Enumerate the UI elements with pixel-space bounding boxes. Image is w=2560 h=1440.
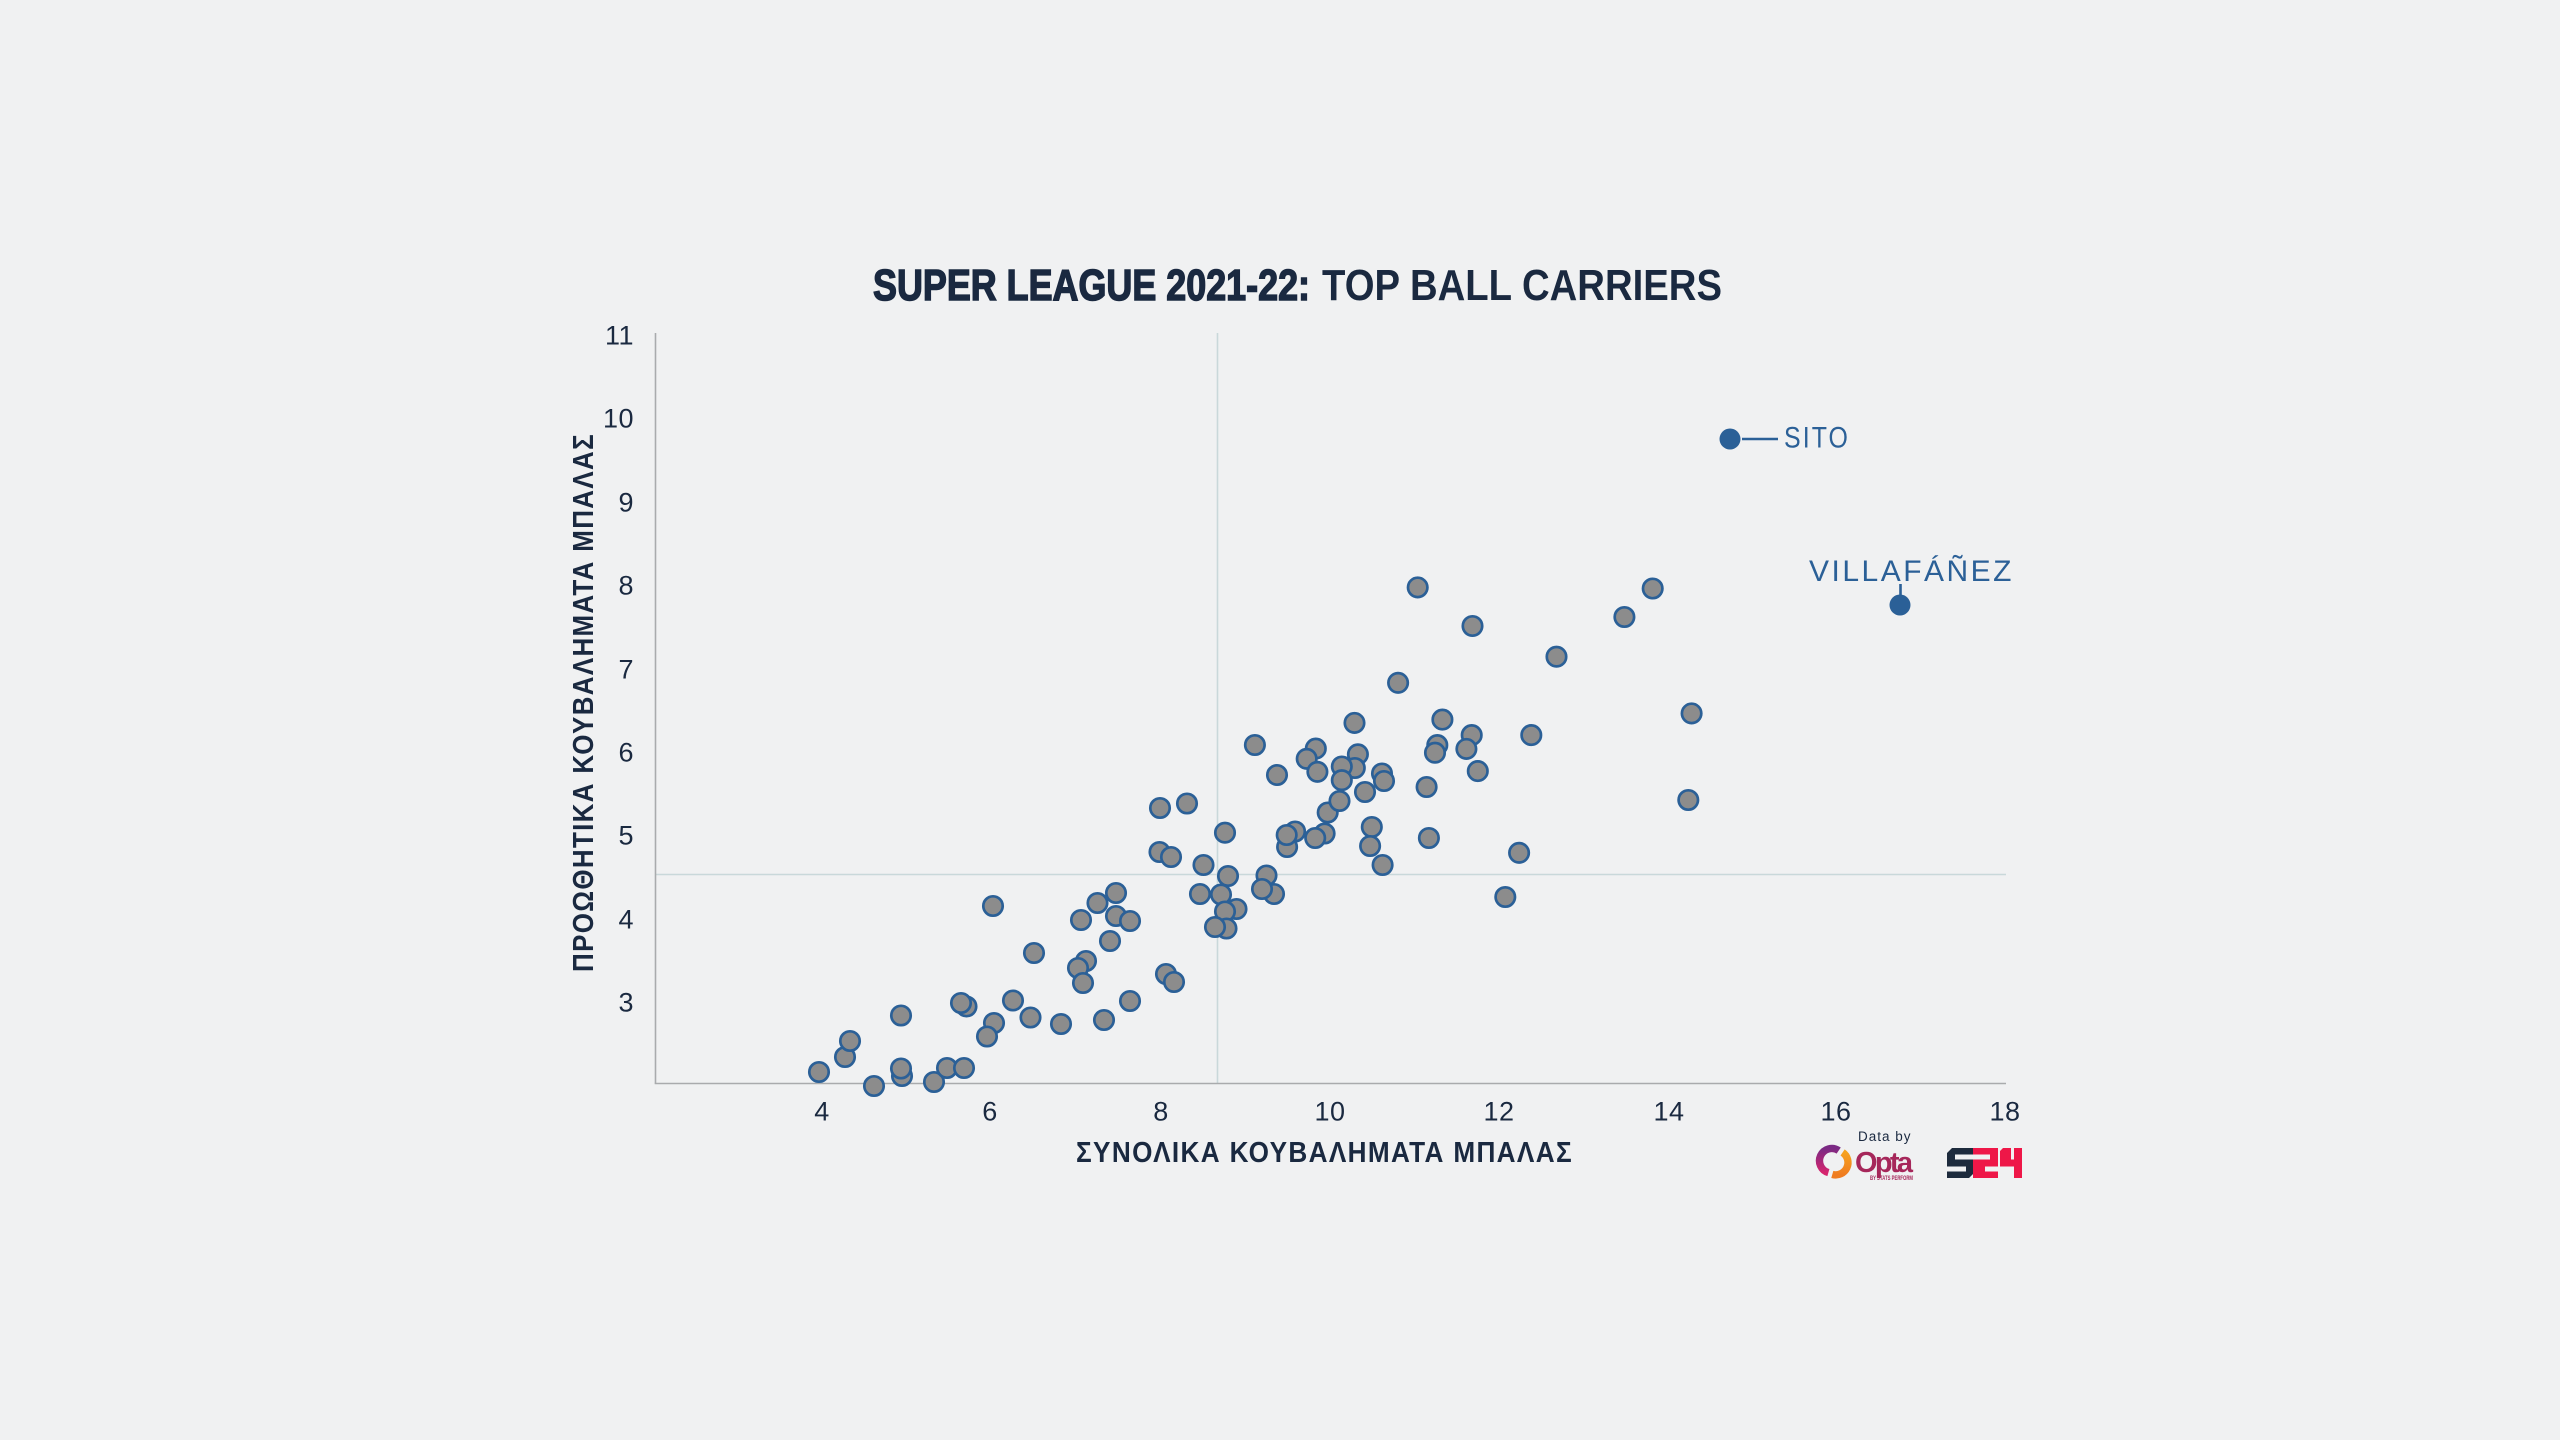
svg-text:5: 5 — [618, 821, 634, 851]
svg-text:10: 10 — [603, 404, 634, 434]
svg-text:VILLAFÁÑEZ: VILLAFÁÑEZ — [1809, 554, 2014, 588]
svg-text:6: 6 — [982, 1097, 998, 1127]
svg-text:ΣΥΝΟΛΙΚΑ ΚΟΥΒΑΛΗΜΑΤΑ ΜΠΑΛΑΣ: ΣΥΝΟΛΙΚΑ ΚΟΥΒΑΛΗΜΑΤΑ ΜΠΑΛΑΣ — [1076, 1137, 1573, 1169]
svg-text:14: 14 — [1653, 1097, 1684, 1127]
svg-text:SITO: SITO — [1784, 422, 1850, 455]
svg-text:4: 4 — [618, 905, 634, 935]
svg-text:9: 9 — [618, 488, 634, 518]
svg-text:7: 7 — [618, 655, 634, 685]
svg-text:TOP BALL CARRIERS: TOP BALL CARRIERS — [1322, 262, 1722, 310]
svg-text:18: 18 — [1989, 1097, 2020, 1127]
svg-text:6: 6 — [618, 738, 634, 768]
svg-text:12: 12 — [1483, 1097, 1514, 1127]
svg-text:Data by: Data by — [1858, 1129, 1912, 1144]
svg-text:4: 4 — [814, 1097, 830, 1127]
svg-text:16: 16 — [1820, 1097, 1851, 1127]
svg-text:BY STATS PERFORM: BY STATS PERFORM — [1870, 1176, 1913, 1182]
svg-text:11: 11 — [605, 321, 634, 351]
svg-text:ΠΡΟΩΘΗΤΙΚΑ ΚΟΥΒΑΛΗΜΑΤΑ ΜΠΑΛΑΣ: ΠΡΟΩΘΗΤΙΚΑ ΚΟΥΒΑΛΗΜΑΤΑ ΜΠΑΛΑΣ — [568, 433, 600, 972]
svg-text:8: 8 — [618, 571, 634, 601]
svg-text:10: 10 — [1314, 1097, 1345, 1127]
svg-text:3: 3 — [618, 988, 634, 1018]
svg-text:SUPER LEAGUE 2021-22:: SUPER LEAGUE 2021-22: — [873, 262, 1310, 310]
svg-text:8: 8 — [1153, 1097, 1169, 1127]
svg-text:Opta: Opta — [1855, 1147, 1914, 1179]
